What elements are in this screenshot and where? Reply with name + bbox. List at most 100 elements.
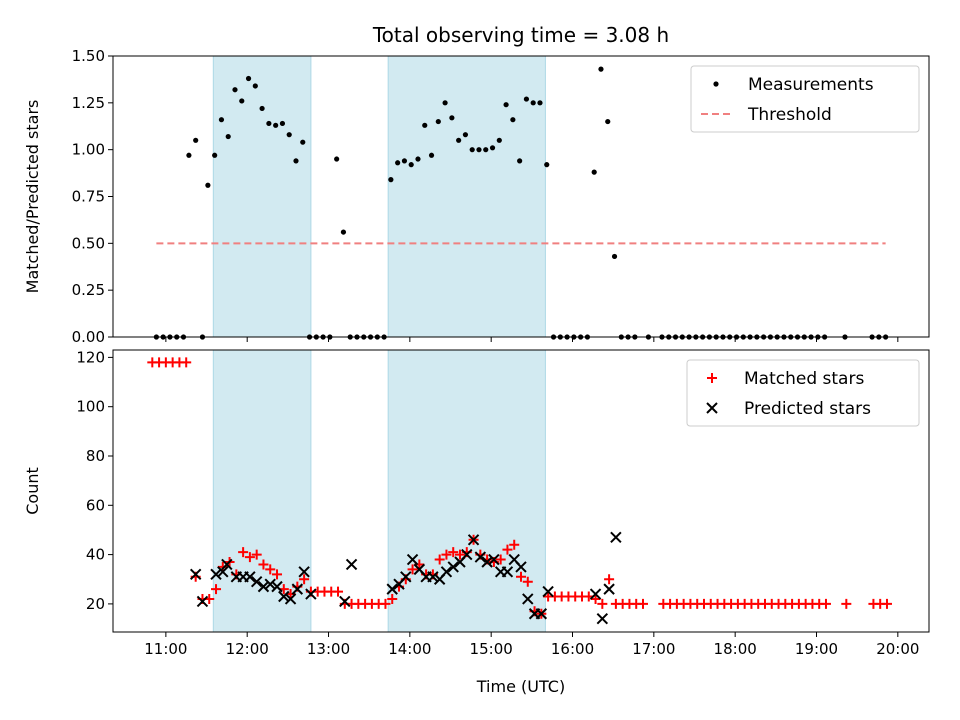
y-tick-label: 80 xyxy=(86,447,105,465)
x-tick-label: 15:00 xyxy=(470,640,513,658)
predicted-star-point xyxy=(542,585,554,598)
y-tick-label: 60 xyxy=(86,496,105,514)
legend-entry: Predicted stars xyxy=(744,399,871,419)
legend: Measurements Threshold xyxy=(690,65,920,133)
measurement-point xyxy=(279,120,286,127)
x-tick-label: 17:00 xyxy=(632,640,675,658)
matched-star-point xyxy=(414,559,425,570)
matched-star-point xyxy=(258,559,269,570)
legend-entry: Threshold xyxy=(747,105,832,125)
measurement-point xyxy=(428,152,435,158)
x-tick-label: 20:00 xyxy=(876,640,919,658)
measurement-point xyxy=(422,122,428,128)
matched-star-point xyxy=(299,574,310,585)
predicted-star-point xyxy=(257,580,270,593)
x-tick-label: 19:00 xyxy=(795,640,838,658)
measurement-point xyxy=(293,158,299,164)
x-tick-label: 14:00 xyxy=(388,640,431,658)
matched-star-point xyxy=(448,547,459,558)
predicted-star-point xyxy=(244,571,256,583)
measurement-point xyxy=(510,117,516,123)
measurement-point xyxy=(225,133,231,140)
measurement-point xyxy=(517,158,523,164)
predicted-star-point xyxy=(481,556,493,568)
predicted-star-point xyxy=(461,548,473,561)
measurement-point xyxy=(496,137,502,143)
predicted-star-point xyxy=(603,583,615,595)
x-axis-label: Time (UTC) xyxy=(476,677,565,696)
matched-star-point xyxy=(502,544,513,555)
top-panel: 0.00 0.25 0.50 0.75 1.00 1.25 1.50 Matched/Pred… xyxy=(23,23,930,346)
matched-star-point xyxy=(820,598,831,609)
predicted-star-point xyxy=(447,561,459,573)
y-axis-label: Count xyxy=(23,467,42,515)
measurement-point xyxy=(483,147,489,153)
chart-title: Total observing time = 3.08 h xyxy=(372,23,669,47)
legend-plus-marker xyxy=(707,373,717,383)
measurement-point xyxy=(232,87,238,93)
predicted-star-point xyxy=(610,531,622,544)
predicted-star-point xyxy=(278,590,290,603)
legend-box xyxy=(690,65,920,133)
measurement-point xyxy=(462,132,469,138)
matched-star-point xyxy=(265,564,276,575)
predicted-star-point xyxy=(210,568,222,581)
predicted-star-point xyxy=(589,588,602,600)
measurement-point xyxy=(408,162,414,168)
measurement-point xyxy=(212,152,218,158)
measurement-point xyxy=(456,137,462,143)
matched-star-point xyxy=(495,554,506,565)
predicted-star-point xyxy=(291,583,304,595)
predicted-star-point xyxy=(305,588,317,600)
matched-star-point xyxy=(407,564,418,575)
matched-star-point xyxy=(387,593,398,604)
measurement-point xyxy=(205,182,211,188)
measurement-point xyxy=(591,169,597,175)
shaded-interval xyxy=(387,349,546,633)
y-tick-label: 0.25 xyxy=(72,281,105,299)
y-tick-label: 1.25 xyxy=(72,94,105,112)
measurement-point xyxy=(598,66,604,72)
measurement-point xyxy=(286,132,292,138)
measurement-point xyxy=(605,118,611,125)
predicted-star-point xyxy=(501,566,514,578)
legend-entry: Measurements xyxy=(748,75,874,95)
predicted-star-point xyxy=(217,566,229,578)
predicted-star-point xyxy=(440,566,453,578)
predicted-star-point xyxy=(474,551,487,563)
measurement-point xyxy=(334,156,340,162)
measurement-point xyxy=(340,229,347,235)
measurement-point xyxy=(449,115,455,121)
measurement-point xyxy=(530,100,536,106)
matched-star-point xyxy=(272,569,283,580)
predicted-star-point xyxy=(467,534,480,546)
matched-star-point xyxy=(597,598,608,609)
measurement-point xyxy=(469,147,475,153)
matched-star-point xyxy=(590,593,601,604)
legend-x-marker xyxy=(706,402,718,414)
measurement-point xyxy=(193,137,199,143)
predicted-star-point xyxy=(345,558,358,571)
measurement-point xyxy=(489,145,496,151)
matched-star-point xyxy=(637,598,648,609)
measurement-point xyxy=(388,177,394,183)
matched-star-point xyxy=(380,598,391,609)
measurement-point xyxy=(476,147,482,153)
predicted-star-point xyxy=(427,571,439,583)
x-tick-label: 13:00 xyxy=(307,640,350,658)
measurement-point xyxy=(218,117,225,123)
measurement-point xyxy=(273,122,279,128)
y-tick-label: 20 xyxy=(86,595,105,613)
y-tick-label: 1.00 xyxy=(72,141,105,159)
axes-frame xyxy=(112,349,930,633)
measurement-point xyxy=(537,100,543,106)
matched-star-point xyxy=(509,539,520,550)
shaded-interval xyxy=(387,55,546,338)
matched-star-point xyxy=(881,598,892,609)
y-tick-label: 0.75 xyxy=(72,188,105,206)
predicted-star-point xyxy=(250,576,263,588)
measurement-point xyxy=(245,75,252,82)
matched-star-point xyxy=(522,576,533,587)
matched-star-point xyxy=(238,547,249,558)
